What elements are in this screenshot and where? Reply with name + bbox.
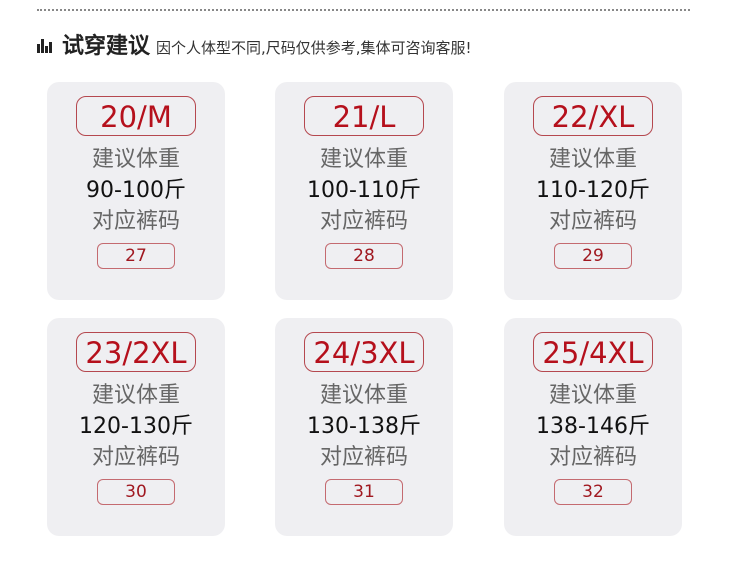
size-label: 23/2XL (76, 332, 196, 372)
weight-range: 130-138斤 (307, 414, 421, 439)
size-card: 25/4XL 建议体重 138-146斤 对应裤码 32 (504, 318, 682, 536)
weight-range: 100-110斤 (307, 178, 421, 203)
size-label: 20/M (76, 96, 196, 136)
size-card: 23/2XL 建议体重 120-130斤 对应裤码 30 (47, 318, 225, 536)
bar-chart-icon (37, 39, 52, 53)
pants-label: 对应裤码 (319, 445, 408, 470)
size-card: 22/XL 建议体重 110-120斤 对应裤码 29 (504, 82, 682, 300)
weight-label: 建议体重 (548, 383, 637, 408)
page-title: 试穿建议 (62, 34, 151, 59)
pants-size: 31 (325, 479, 403, 505)
weight-range: 138-146斤 (536, 414, 650, 439)
pants-label: 对应裤码 (91, 209, 180, 234)
pants-label: 对应裤码 (548, 445, 637, 470)
size-card: 24/3XL 建议体重 130-138斤 对应裤码 31 (275, 318, 453, 536)
pants-size: 29 (554, 243, 632, 269)
header: 试穿建议 因个人体型不同,尺码仅供参考,集体可咨询客服! (37, 28, 472, 60)
pants-label: 对应裤码 (319, 209, 408, 234)
weight-label: 建议体重 (319, 147, 408, 172)
pants-size: 32 (554, 479, 632, 505)
weight-range: 120-130斤 (79, 414, 193, 439)
size-label: 22/XL (533, 96, 653, 136)
weight-range: 90-100斤 (86, 178, 186, 203)
weight-label: 建议体重 (548, 147, 637, 172)
dotted-divider (37, 9, 690, 11)
pants-label: 对应裤码 (91, 445, 180, 470)
pants-size: 27 (97, 243, 175, 269)
pants-size: 30 (97, 479, 175, 505)
size-label: 21/L (304, 96, 424, 136)
weight-label: 建议体重 (319, 383, 408, 408)
pants-label: 对应裤码 (548, 209, 637, 234)
size-label: 25/4XL (533, 332, 653, 372)
page-subtitle: 因个人体型不同,尺码仅供参考,集体可咨询客服! (156, 39, 472, 57)
pants-size: 28 (325, 243, 403, 269)
size-label: 24/3XL (304, 332, 424, 372)
weight-label: 建议体重 (91, 383, 180, 408)
weight-range: 110-120斤 (536, 178, 650, 203)
weight-label: 建议体重 (91, 147, 180, 172)
size-card: 21/L 建议体重 100-110斤 对应裤码 28 (275, 82, 453, 300)
size-card: 20/M 建议体重 90-100斤 对应裤码 27 (47, 82, 225, 300)
